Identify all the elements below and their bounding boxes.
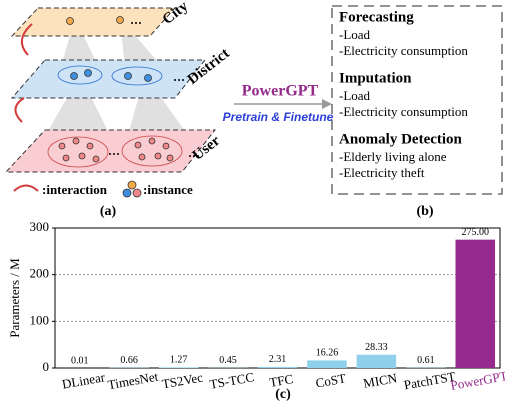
bar xyxy=(307,360,347,368)
x-tick-label: TS-TCC xyxy=(208,369,255,392)
section-heading: Imputation xyxy=(339,70,412,86)
plot-frame xyxy=(55,228,500,368)
bar xyxy=(258,367,298,368)
caption: (c) xyxy=(275,387,291,402)
bar xyxy=(159,367,199,368)
value-label: 1.27 xyxy=(170,355,188,366)
city-layer xyxy=(12,8,175,36)
y-tick-label: 200 xyxy=(30,266,50,281)
section-heading: Anomaly Detection xyxy=(339,131,463,147)
value-label: 28.33 xyxy=(365,342,388,353)
arrow-head xyxy=(322,99,332,109)
y-tick-label: 100 xyxy=(30,312,50,327)
district-layer xyxy=(12,60,205,98)
caption: (b) xyxy=(416,204,433,219)
legend-label: :instance xyxy=(143,182,193,197)
x-tick-label: TS2Vec xyxy=(161,370,204,392)
value-label: 0.45 xyxy=(219,355,237,366)
value-label: 0.61 xyxy=(417,355,435,366)
value-label: 0.66 xyxy=(120,355,138,366)
x-tick-label: DLinear xyxy=(61,369,107,391)
layer-label: City xyxy=(160,0,192,28)
x-tick-label: PowerGPT xyxy=(449,368,505,393)
section-item: -Electricity theft xyxy=(339,165,425,180)
section-item: -Electricity consumption xyxy=(339,43,468,58)
legend-label: :interaction xyxy=(42,182,108,197)
bar xyxy=(357,355,397,368)
arrow-subtitle: Pretrain & Finetune xyxy=(223,110,334,124)
value-label: 2.31 xyxy=(269,354,287,365)
y-axis-label: Parameters / M xyxy=(7,258,22,338)
panel-b: Forecasting-Load-Electricity consumption… xyxy=(339,9,468,180)
y-tick-label: 0 xyxy=(43,359,50,374)
x-tick-label: MICN xyxy=(362,370,399,391)
figure: City District User :interaction :instanc… xyxy=(0,0,505,403)
legend-instance xyxy=(123,181,141,197)
x-tick-label: TimesNet xyxy=(107,369,160,393)
bar xyxy=(456,240,496,368)
section-item: -Load xyxy=(339,88,371,103)
value-label: 16.26 xyxy=(316,348,339,359)
section-heading: Forecasting xyxy=(339,9,414,25)
value-label: 275.00 xyxy=(462,227,490,238)
user-layer xyxy=(6,130,215,172)
section-item: -Electricity consumption xyxy=(339,104,468,119)
value-label: 0.01 xyxy=(71,355,89,366)
arrow-title: PowerGPT xyxy=(242,83,319,100)
caption: (a) xyxy=(100,204,117,219)
section-item: -Load xyxy=(339,27,371,42)
section-item: -Elderly living alone xyxy=(339,149,447,164)
x-tick-label: CoST xyxy=(314,370,347,390)
chart: 0 100 200 300 Parameters / M 0.01 DLinear 0.66 T… xyxy=(7,219,505,402)
x-tick-label: PatchTST xyxy=(403,369,457,393)
y-tick-label: 300 xyxy=(30,219,50,234)
